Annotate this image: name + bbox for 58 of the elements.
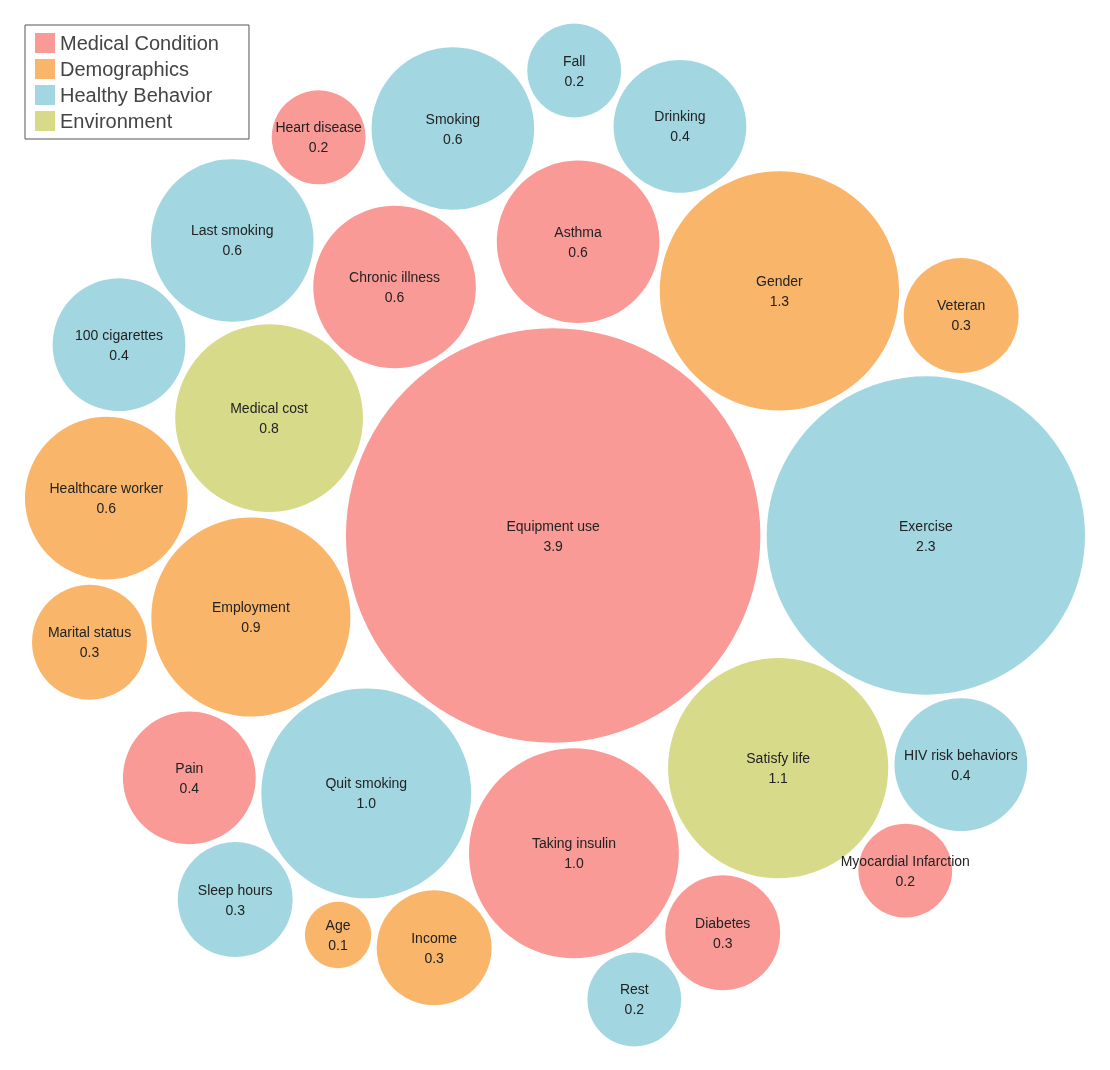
category-label: Income xyxy=(411,929,458,946)
category-label: Last smoking xyxy=(191,222,274,239)
category-label: Employment xyxy=(211,598,290,615)
category-label: Marital status xyxy=(47,624,132,641)
data-label: 0.8 xyxy=(259,420,280,437)
category-label: Heart disease xyxy=(275,119,362,136)
category-label: Myocardial Infarction xyxy=(840,852,970,869)
legend-label: Medical Condition xyxy=(60,32,219,54)
legend-label: Environment xyxy=(60,110,173,132)
data-label: 0.2 xyxy=(895,872,916,889)
legend-label: Demographics xyxy=(60,58,189,80)
data-label: 1.0 xyxy=(564,855,584,872)
category-label: Fall xyxy=(562,52,586,69)
data-label: 0.4 xyxy=(951,766,971,783)
data-label: 0.2 xyxy=(308,139,329,156)
data-label: 0.3 xyxy=(951,317,972,334)
data-label: 0.3 xyxy=(79,644,100,661)
category-label: HIV risk behaviors xyxy=(904,746,1018,763)
legend-label: Healthy Behavior xyxy=(60,84,213,106)
category-label: Asthma xyxy=(554,223,603,240)
data-label: 1.3 xyxy=(769,292,790,309)
category-label: Exercise xyxy=(899,517,953,534)
data-label: 0.4 xyxy=(179,779,200,796)
data-label: 0.2 xyxy=(624,1001,645,1018)
category-label: Healthcare worker xyxy=(49,480,164,497)
category-label: Taking insulin xyxy=(531,835,616,852)
data-label: 0.3 xyxy=(424,949,445,966)
category-label: Medical cost xyxy=(230,400,309,417)
data-label: 0.3 xyxy=(225,901,246,918)
data-label: 0.3 xyxy=(712,934,733,951)
data-label: 2.3 xyxy=(916,537,936,554)
category-label: Quit smoking xyxy=(325,775,408,792)
data-label: 3.9 xyxy=(543,537,564,554)
category-label: Rest xyxy=(619,981,649,998)
data-label: 0.6 xyxy=(222,242,243,259)
category-label: Satisfy life xyxy=(746,750,811,767)
data-label: 0.6 xyxy=(96,500,117,517)
data-label: 0.2 xyxy=(564,72,585,89)
data-label: 1.1 xyxy=(768,770,789,787)
category-label: Age xyxy=(325,917,351,934)
category-label: Pain xyxy=(175,759,204,776)
category-label: Diabetes xyxy=(695,914,751,931)
data-label: 0.6 xyxy=(568,243,589,260)
data-label: 0.6 xyxy=(384,289,405,306)
category-label: Veteran xyxy=(937,297,986,314)
data-label: 1.0 xyxy=(356,795,377,812)
category-label: Smoking xyxy=(425,110,481,127)
category-label: 100 cigarettes xyxy=(75,326,163,343)
category-label: Drinking xyxy=(654,108,706,125)
data-label: 0.6 xyxy=(443,130,463,147)
category-label: Chronic illness xyxy=(349,269,441,286)
category-label: Sleep hours xyxy=(197,881,273,898)
data-label: 0.4 xyxy=(670,128,690,145)
data-label: 0.9 xyxy=(241,618,261,635)
data-label: 0.1 xyxy=(328,937,348,954)
category-label: Equipment use xyxy=(506,517,601,534)
data-label: 0.4 xyxy=(109,346,129,363)
category-label: Gender xyxy=(756,272,804,289)
